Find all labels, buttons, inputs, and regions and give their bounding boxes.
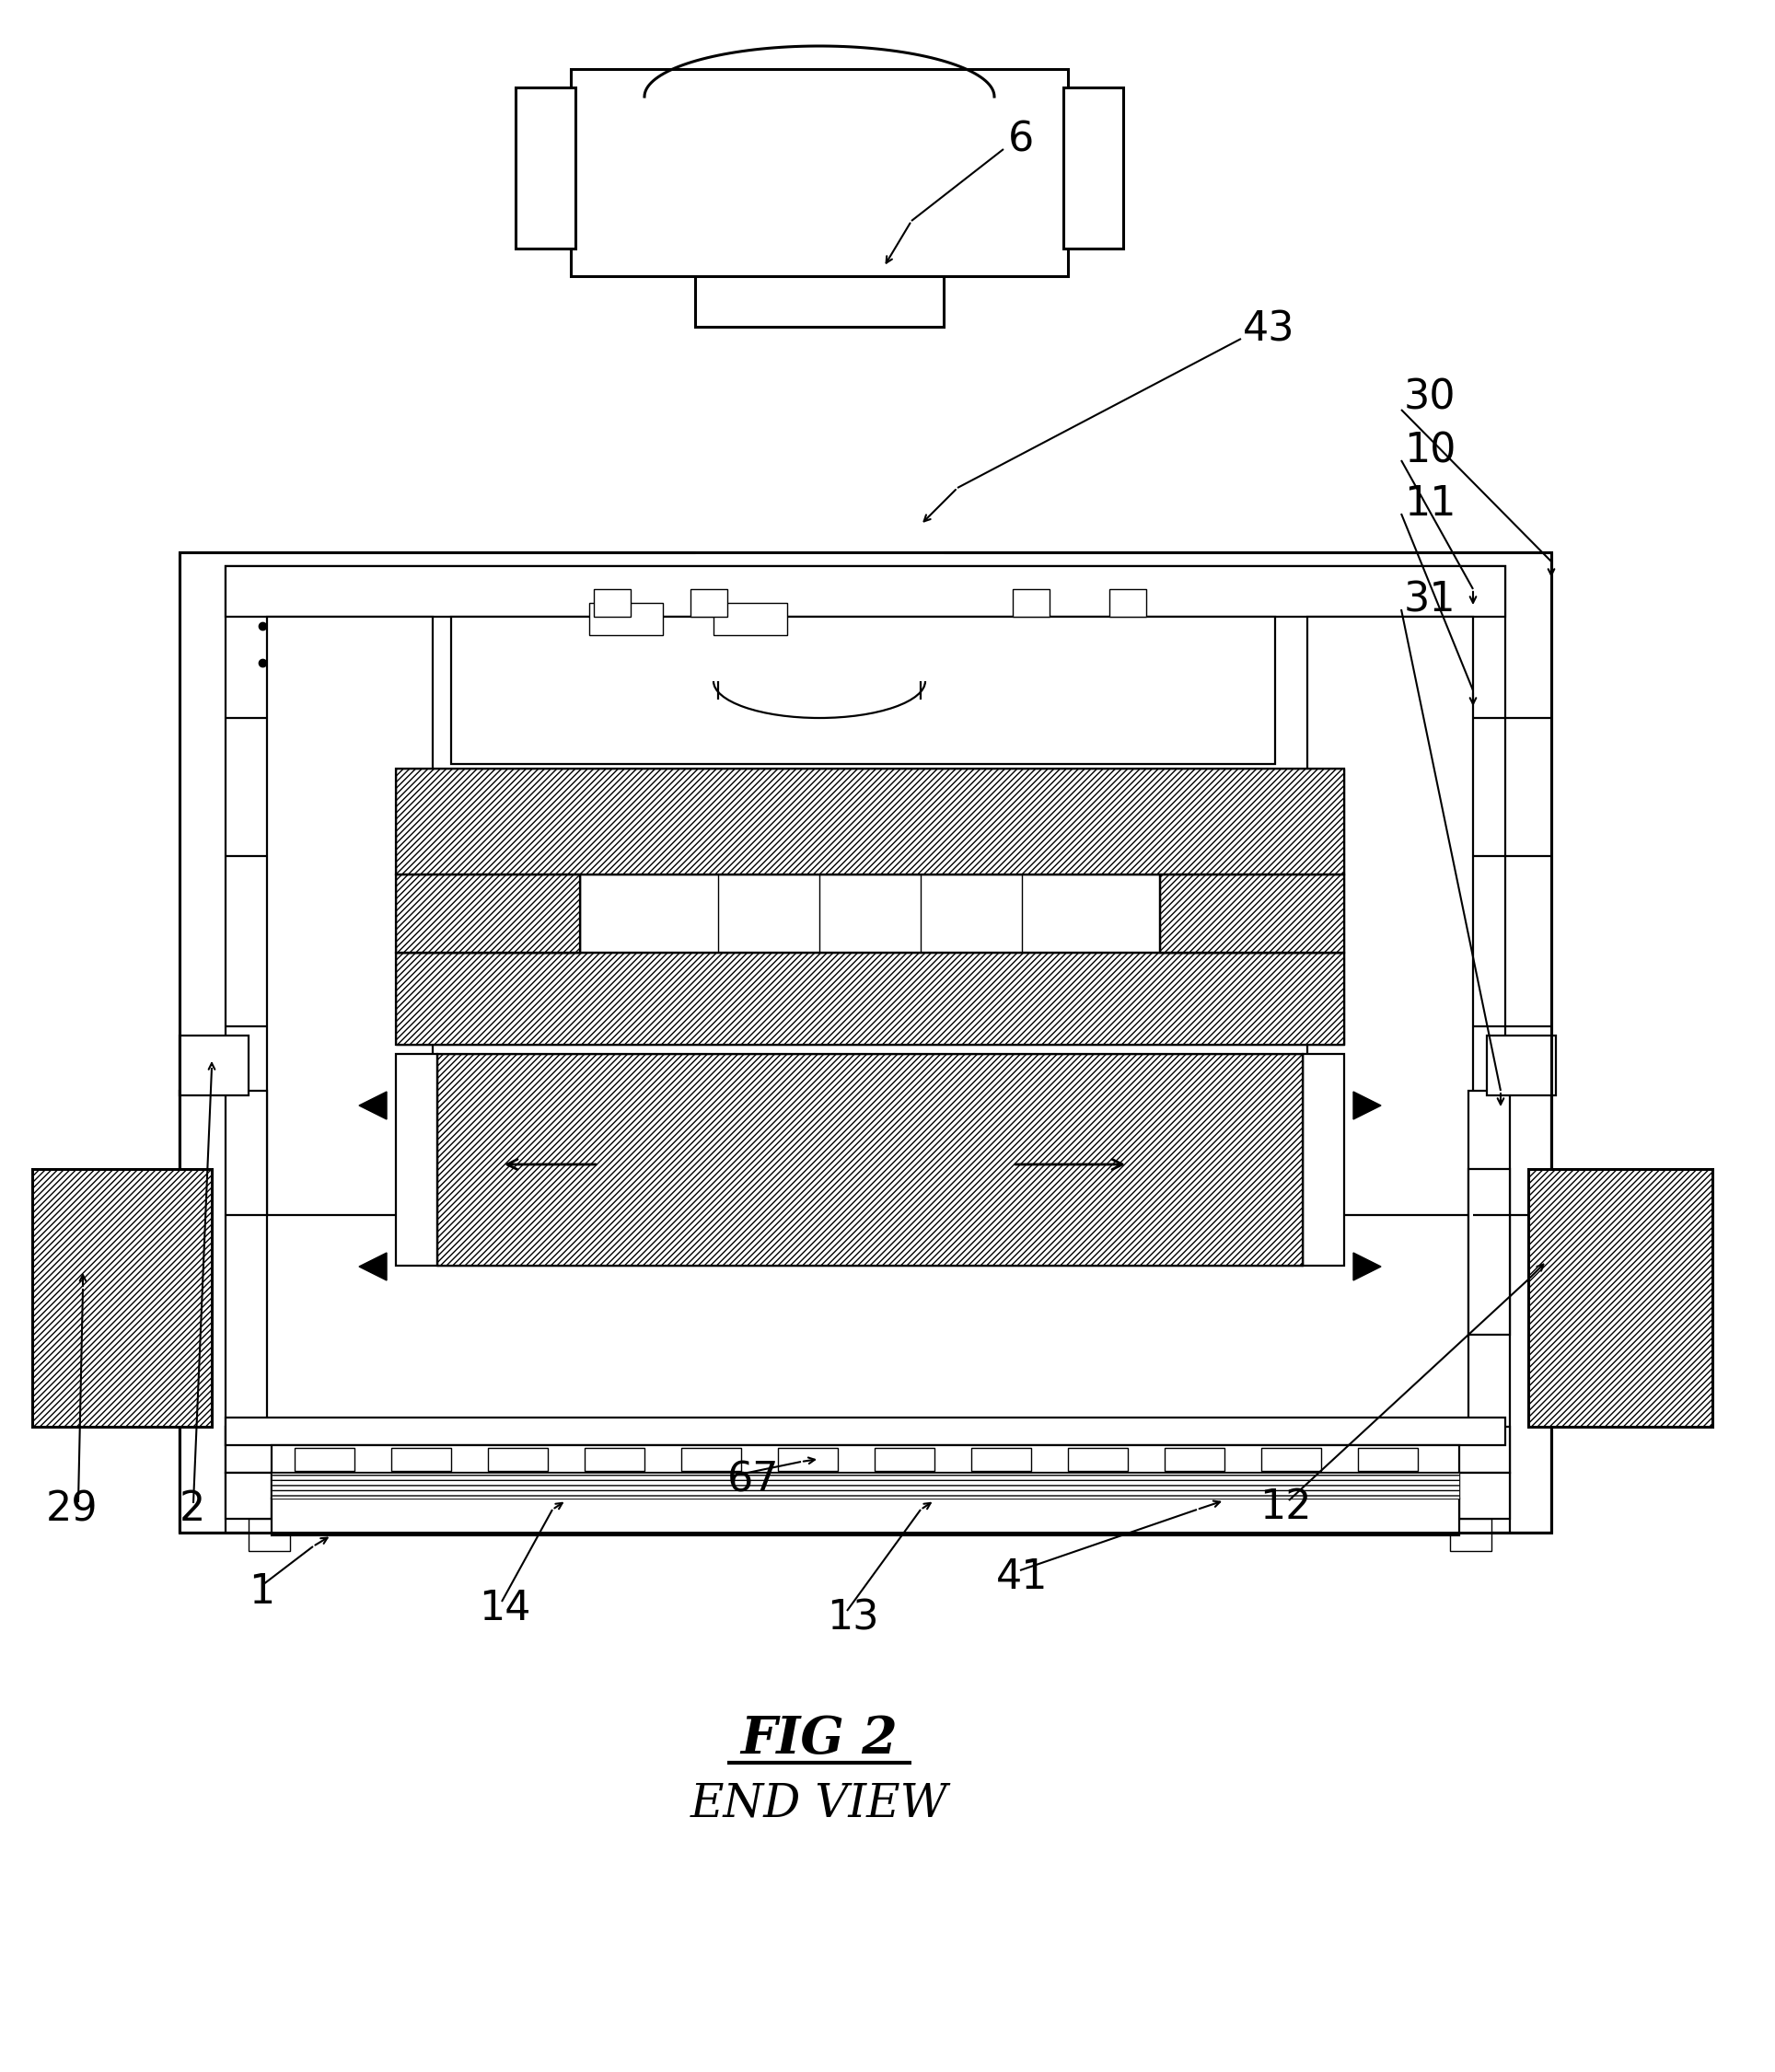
Bar xyxy=(396,874,580,953)
Bar xyxy=(225,1090,266,1533)
Bar xyxy=(515,87,575,249)
Bar xyxy=(179,553,1551,1533)
Bar xyxy=(225,1417,1505,1444)
Bar xyxy=(1308,617,1473,1214)
Bar xyxy=(690,588,728,617)
Text: 1: 1 xyxy=(248,1573,275,1612)
Bar xyxy=(1528,1169,1713,1428)
Bar xyxy=(875,1448,934,1471)
Bar xyxy=(1161,874,1344,953)
Text: 2: 2 xyxy=(179,1490,206,1529)
Text: 11: 11 xyxy=(1404,485,1455,524)
Bar xyxy=(295,1448,355,1471)
Text: 6: 6 xyxy=(1008,120,1035,160)
Bar xyxy=(1468,1169,1511,1334)
Bar xyxy=(1358,1448,1418,1471)
Bar xyxy=(437,1055,1303,1266)
Text: 31: 31 xyxy=(1404,580,1455,620)
Bar xyxy=(777,1448,838,1471)
Bar xyxy=(696,147,944,327)
Bar xyxy=(396,1055,437,1266)
Bar xyxy=(488,1448,548,1471)
Bar xyxy=(584,1448,644,1471)
Bar xyxy=(396,769,1344,874)
Text: 30: 30 xyxy=(1404,377,1455,416)
Bar xyxy=(32,1169,211,1428)
Text: 13: 13 xyxy=(827,1598,879,1639)
Bar xyxy=(1363,1473,1511,1519)
Text: 14: 14 xyxy=(479,1589,531,1629)
Bar xyxy=(572,68,1069,276)
Bar xyxy=(396,874,580,953)
Bar xyxy=(1262,1448,1321,1471)
Bar xyxy=(272,1473,1459,1498)
Bar xyxy=(225,566,1505,617)
Text: 29: 29 xyxy=(46,1490,98,1529)
Bar xyxy=(272,1473,1459,1498)
Text: 41: 41 xyxy=(996,1558,1049,1598)
Bar xyxy=(1109,588,1147,617)
Bar xyxy=(179,1036,248,1096)
Polygon shape xyxy=(1353,1092,1381,1119)
Text: 10: 10 xyxy=(1404,431,1455,470)
Bar xyxy=(437,1055,1303,1266)
Bar xyxy=(451,617,1274,765)
Bar xyxy=(1303,1055,1344,1266)
Text: END VIEW: END VIEW xyxy=(690,1782,948,1828)
Bar xyxy=(32,1169,211,1428)
Polygon shape xyxy=(359,1254,387,1280)
Bar xyxy=(580,874,1161,953)
Bar xyxy=(589,603,662,636)
Bar xyxy=(1468,1090,1511,1533)
Bar xyxy=(390,1448,451,1471)
Bar xyxy=(248,1519,289,1552)
Bar xyxy=(225,566,1505,1486)
Text: 67: 67 xyxy=(728,1461,779,1500)
Polygon shape xyxy=(1353,1254,1381,1280)
Bar xyxy=(396,953,1344,1044)
Bar xyxy=(1500,1090,1551,1533)
Bar xyxy=(225,1473,373,1519)
Bar xyxy=(714,603,786,636)
Text: 43: 43 xyxy=(1242,309,1296,350)
Bar xyxy=(266,617,433,1214)
Polygon shape xyxy=(359,1092,387,1119)
Bar xyxy=(1164,1448,1225,1471)
Bar xyxy=(1014,588,1049,617)
Bar xyxy=(595,588,630,617)
Bar xyxy=(396,953,1344,1044)
Bar xyxy=(1308,1428,1511,1473)
Bar xyxy=(682,1448,742,1471)
Text: FIG 2: FIG 2 xyxy=(740,1714,898,1765)
Bar xyxy=(225,1428,428,1473)
Bar xyxy=(1069,1448,1127,1471)
Bar xyxy=(179,1090,231,1533)
Bar xyxy=(396,769,1344,874)
Bar xyxy=(971,1448,1031,1471)
Bar xyxy=(1450,1519,1491,1552)
Bar xyxy=(1161,874,1344,953)
Bar xyxy=(272,1498,1459,1535)
Bar xyxy=(1528,1169,1713,1428)
Bar xyxy=(272,1444,1459,1519)
Text: 12: 12 xyxy=(1260,1488,1312,1527)
Bar xyxy=(1487,1036,1557,1096)
Bar xyxy=(1063,87,1124,249)
